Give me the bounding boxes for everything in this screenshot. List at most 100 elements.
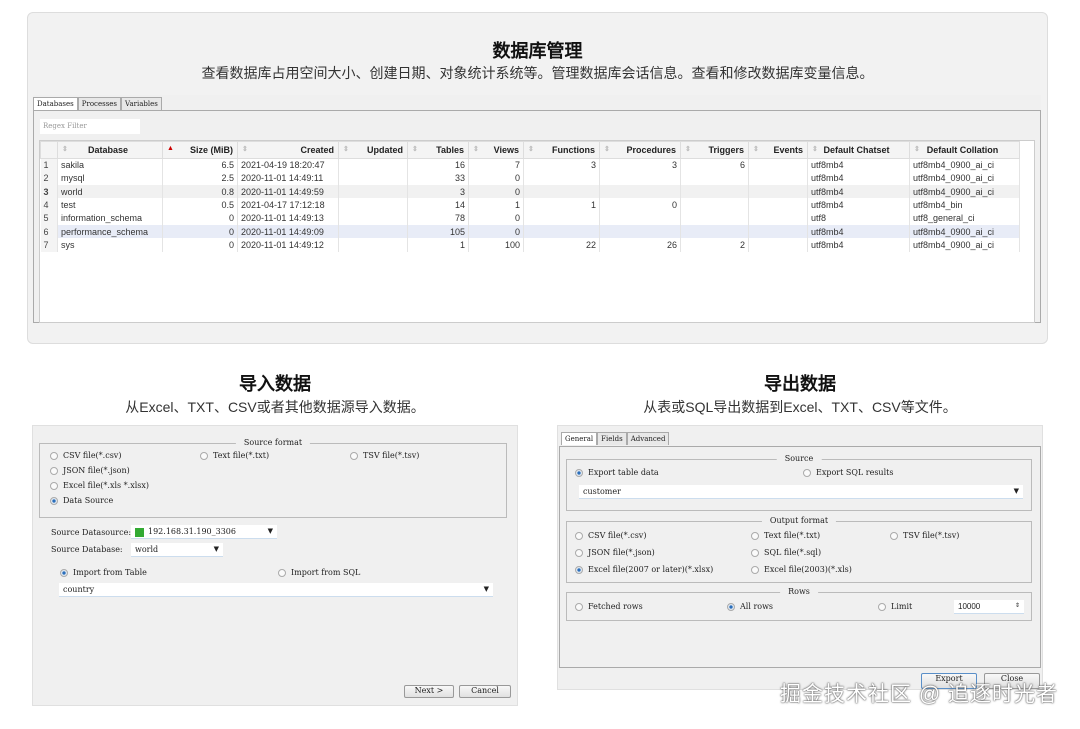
table-row[interactable]: 1 sakila 6.5 2021-04-19 18:20:47 16 7 3 3 6 utf8m…	[40, 158, 1020, 172]
column-header[interactable]: ⇕ Database	[57, 141, 163, 159]
row-number: 5	[40, 211, 58, 225]
import-subtitle: 从Excel、TXT、CSV或者其他数据源导入数据。	[125, 399, 425, 415]
table-select[interactable]: country ▼	[59, 583, 493, 597]
radio-data-source[interactable]: Data Source	[50, 496, 113, 505]
radio-import-from-table[interactable]: Import from Table	[60, 568, 147, 577]
table-cell	[748, 211, 808, 225]
table-cell: 16	[407, 158, 469, 172]
column-header-label: Database	[87, 145, 129, 155]
table-cell: information_schema	[57, 211, 163, 225]
export-table-select[interactable]: customer ▼	[579, 485, 1023, 499]
column-header[interactable]: ⇕ Default Collation	[909, 141, 1020, 159]
table-cell	[680, 171, 749, 186]
radio-xls[interactable]: Excel file(2003)(*.xls)	[751, 565, 852, 574]
export-button[interactable]: Export	[921, 673, 977, 689]
tab-processes[interactable]: Processes	[77, 97, 122, 110]
regex-filter-input[interactable]: Regex Filter	[40, 119, 140, 134]
radio-fetched-rows[interactable]: Fetched rows	[575, 602, 643, 611]
column-header[interactable]: ⇕ Tables	[407, 141, 469, 159]
table-row[interactable]: 5 information_schema 0 2020-11-01 14:49:13 7…	[40, 211, 1020, 225]
column-header[interactable]: ⇕ Procedures	[599, 141, 681, 159]
radio-json[interactable]: JSON file(*.json)	[575, 548, 655, 557]
table-cell: utf8mb4	[807, 238, 910, 252]
table-row[interactable]: 2 mysql 2.5 2020-11-01 14:49:11 33 0 utf8mb4 ut…	[40, 171, 1020, 186]
table-cell: 0	[162, 211, 238, 225]
column-header[interactable]: ⇕ Default Chatset	[807, 141, 910, 159]
table-row[interactable]: 7 sys 0 2020-11-01 14:49:12 1 100 22 26 2 utf8mb4…	[40, 238, 1020, 252]
table-cell: 2.5	[162, 171, 238, 186]
column-header[interactable]: ⇕ Events	[748, 141, 808, 159]
radio-all-rows[interactable]: All rows	[727, 602, 773, 611]
sort-icon: ⇕	[685, 146, 691, 153]
table-cell: utf8mb4_0900_ai_ci	[909, 238, 1020, 252]
table-cell: sakila	[57, 158, 163, 172]
table-cell: 7	[468, 158, 524, 172]
radio-json[interactable]: JSON file(*.json)	[50, 466, 130, 475]
column-header-label: Updated	[367, 145, 403, 155]
column-header-label: Size (MiB)	[189, 145, 233, 155]
table-cell: 2	[680, 238, 749, 252]
radio-xlsx[interactable]: Excel file(2007 or later)(*.xlsx)	[575, 565, 713, 574]
table-cell: 2020-11-01 14:49:59	[237, 185, 339, 199]
column-header[interactable]: ⇕ Triggers	[680, 141, 749, 159]
source-database-select[interactable]: world ▼	[131, 543, 223, 557]
table-cell	[523, 185, 600, 199]
radio-csv[interactable]: CSV file(*.csv)	[50, 451, 121, 460]
limit-spinbox[interactable]: 10000 ⇕	[954, 600, 1024, 614]
table-cell: 0	[599, 198, 681, 212]
tab-fields[interactable]: Fields	[597, 432, 627, 445]
cancel-button[interactable]: Cancel	[459, 685, 511, 698]
table-cell: utf8mb4	[807, 171, 910, 186]
radio-sql[interactable]: SQL file(*.sql)	[751, 548, 821, 557]
radio-tsv[interactable]: TSV file(*.tsv)	[350, 451, 419, 460]
table-cell: 14	[407, 198, 469, 212]
column-header[interactable]: ⇕ Views	[468, 141, 524, 159]
table-row[interactable]: 4 test 0.5 2021-04-17 17:12:18 14 1 1 0 utf8mb4 u…	[40, 198, 1020, 212]
radio-limit[interactable]: Limit	[878, 602, 912, 611]
sort-icon: ⇕	[242, 146, 248, 153]
source-datasource-select[interactable]: 192.168.31.190_3306 ▼	[131, 525, 277, 539]
next-button[interactable]: Next >	[404, 685, 454, 698]
chevron-down-icon: ▼	[267, 527, 273, 535]
tab-variables[interactable]: Variables	[121, 97, 162, 110]
table-cell	[599, 224, 681, 239]
radio-export-sql[interactable]: Export SQL results	[803, 468, 893, 477]
row-number: 3	[40, 185, 58, 199]
table-row[interactable]: 6 performance_schema 0 2020-11-01 14:49:09 1…	[40, 224, 1020, 239]
column-header-label: Default Collation	[926, 145, 999, 155]
chevron-down-icon: ▼	[1013, 487, 1019, 495]
tab-general[interactable]: General	[561, 432, 598, 445]
column-header[interactable]: ⇕ Updated	[338, 141, 408, 159]
table-cell	[599, 185, 681, 199]
radio-text[interactable]: Text file(*.txt)	[751, 531, 820, 540]
output-format-group: Output format CSV file(*.csv) Text file(…	[566, 516, 1032, 583]
table-cell: sys	[57, 238, 163, 252]
row-number: 1	[40, 158, 58, 172]
column-header[interactable]: ⇕ Functions	[523, 141, 600, 159]
table-cell	[599, 211, 681, 225]
table-cell: utf8mb4	[807, 185, 910, 199]
radio-tsv[interactable]: TSV file(*.tsv)	[890, 531, 959, 540]
row-number: 2	[40, 171, 58, 186]
table-cell: performance_schema	[57, 224, 163, 239]
chevron-down-icon: ▼	[483, 585, 489, 593]
tab-databases[interactable]: Databases	[33, 97, 78, 110]
radio-excel[interactable]: Excel file(*.xls *.xlsx)	[50, 481, 149, 490]
source-database-label: Source Database:	[51, 545, 123, 554]
table-row[interactable]: 3 world 0.8 2020-11-01 14:49:59 3 0 utf8mb4 utf…	[40, 185, 1020, 199]
radio-export-table[interactable]: Export table data	[575, 468, 659, 477]
radio-text[interactable]: Text file(*.txt)	[200, 451, 269, 460]
sort-icon: ⇕	[812, 146, 818, 153]
column-header-label: Functions	[552, 145, 595, 155]
radio-csv[interactable]: CSV file(*.csv)	[575, 531, 646, 540]
column-header[interactable]: ⇕ Created	[237, 141, 339, 159]
column-header[interactable]: ▲ Size (MiB)	[162, 141, 238, 159]
table-cell: 3	[523, 158, 600, 172]
table-cell: 6.5	[162, 158, 238, 172]
tab-advanced[interactable]: Advanced	[626, 432, 670, 445]
radio-import-from-sql[interactable]: Import from SQL	[278, 568, 360, 577]
table-cell: 33	[407, 171, 469, 186]
row-number: 7	[40, 238, 58, 252]
column-header-label: Events	[773, 145, 803, 155]
close-button[interactable]: Close	[984, 673, 1040, 689]
